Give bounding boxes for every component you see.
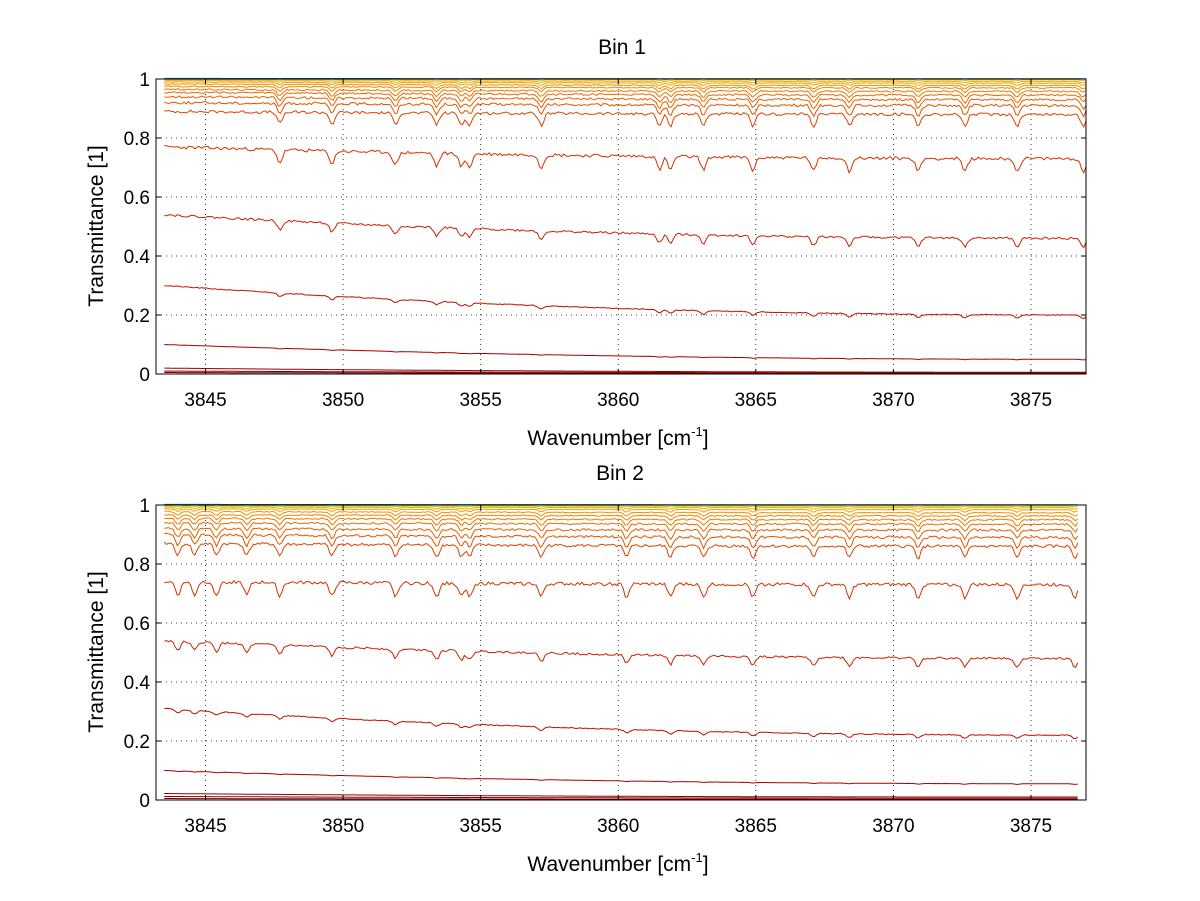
series-lines xyxy=(164,77,1087,374)
panel-bin-2: Bin 2 3845 3850 3855 3860 3865 3870 3875 00.20… xyxy=(85,462,1087,876)
series-line xyxy=(164,100,1087,118)
x-axis-label-text: Wavenumber [cm xyxy=(527,853,691,876)
series-line xyxy=(164,109,1087,129)
series-line xyxy=(164,514,1079,522)
x-axis-label-superscript: -1 xyxy=(691,850,703,865)
series-line xyxy=(164,527,1079,541)
series-line xyxy=(164,793,1078,798)
series-line xyxy=(164,81,1087,87)
x-tick-label: 3865 xyxy=(735,816,777,837)
series-line xyxy=(164,95,1087,111)
x-axis-label-text: Wavenumber [cm xyxy=(527,427,691,450)
series-line xyxy=(164,367,1086,373)
y-axis-label: Transmittance [1] xyxy=(85,145,108,306)
y-tick-labels: 0 0.2 0.4 0.6 0.8 1 xyxy=(124,70,151,386)
series-line xyxy=(164,640,1079,668)
series-line xyxy=(164,508,1078,513)
y-tick-label: 0.8 xyxy=(124,129,150,150)
series-line xyxy=(164,370,1086,374)
y-tick-label: 0.6 xyxy=(124,188,150,209)
y-axis-label: Transmittance [1] xyxy=(85,571,108,732)
series-line xyxy=(163,541,1079,560)
series-line xyxy=(164,796,1078,799)
series-line xyxy=(164,798,1078,800)
y-tick-label: 0.2 xyxy=(124,306,150,327)
series-line xyxy=(164,88,1087,99)
y-tick-label: 1 xyxy=(139,496,150,517)
series-line xyxy=(164,707,1078,740)
x-axis-label: Wavenumber [cm-1] xyxy=(527,850,708,876)
series-line xyxy=(164,579,1079,601)
plot-title: Bin 2 xyxy=(596,462,644,485)
x-tick-label: 3845 xyxy=(184,390,226,411)
panel-bin-1: Bin 1 3845 3850 3855 3860 3865 3870 3875 00.20… xyxy=(85,36,1087,450)
series-line xyxy=(164,83,1087,90)
series-line xyxy=(164,517,1079,527)
series-line xyxy=(164,344,1087,361)
series-line xyxy=(164,90,1087,105)
series-line xyxy=(164,505,1078,508)
grid xyxy=(156,79,1086,374)
series-line xyxy=(164,78,1087,82)
x-tick-label: 3850 xyxy=(322,816,364,837)
y-tick-label: 0.4 xyxy=(124,673,151,694)
grid xyxy=(156,505,1086,800)
y-tick-label: 0 xyxy=(139,365,150,386)
plot-title: Bin 1 xyxy=(598,36,646,59)
tick-marks xyxy=(156,78,1086,375)
y-tick-label: 0.8 xyxy=(124,555,150,576)
plot-frame xyxy=(155,504,1087,801)
series-line xyxy=(164,506,1078,510)
x-tick-label: 3855 xyxy=(460,390,502,411)
y-tick-label: 1 xyxy=(139,70,150,91)
x-axis-label-end: ] xyxy=(703,427,709,450)
series-line xyxy=(164,85,1087,94)
x-tick-label: 3845 xyxy=(184,816,226,837)
y-tick-label: 0.2 xyxy=(124,732,150,753)
series-line xyxy=(164,532,1079,550)
x-tick-label: 3860 xyxy=(597,816,639,837)
x-tick-labels: 3845 3850 3855 3860 3865 3870 3875 xyxy=(184,816,1052,837)
series-line xyxy=(164,510,1078,517)
tick-marks xyxy=(156,504,1086,801)
series-line xyxy=(164,770,1078,785)
x-tick-labels: 3845 3850 3855 3860 3865 3870 3875 xyxy=(184,390,1052,411)
x-tick-label: 3875 xyxy=(1010,390,1052,411)
x-axis-label-end: ] xyxy=(703,853,709,876)
series-line xyxy=(164,285,1087,320)
y-tick-label: 0.4 xyxy=(124,247,151,268)
x-axis-label-superscript: -1 xyxy=(691,424,703,439)
x-tick-label: 3860 xyxy=(597,390,639,411)
series-line xyxy=(164,521,1079,533)
x-tick-label: 3870 xyxy=(872,390,914,411)
series-line xyxy=(164,144,1087,174)
x-tick-label: 3855 xyxy=(460,816,502,837)
y-tick-labels: 0 0.2 0.4 0.6 0.8 1 xyxy=(124,496,151,812)
series-line xyxy=(164,79,1087,84)
series-line xyxy=(164,372,1086,374)
series-line xyxy=(164,214,1087,249)
x-tick-label: 3865 xyxy=(735,390,777,411)
plot-frame xyxy=(155,78,1087,375)
y-tick-label: 0 xyxy=(139,791,150,812)
x-tick-label: 3875 xyxy=(1010,816,1052,837)
y-tick-label: 0.6 xyxy=(124,614,150,635)
x-tick-label: 3870 xyxy=(872,816,914,837)
x-tick-label: 3850 xyxy=(322,390,364,411)
x-axis-label: Wavenumber [cm-1] xyxy=(527,424,708,450)
